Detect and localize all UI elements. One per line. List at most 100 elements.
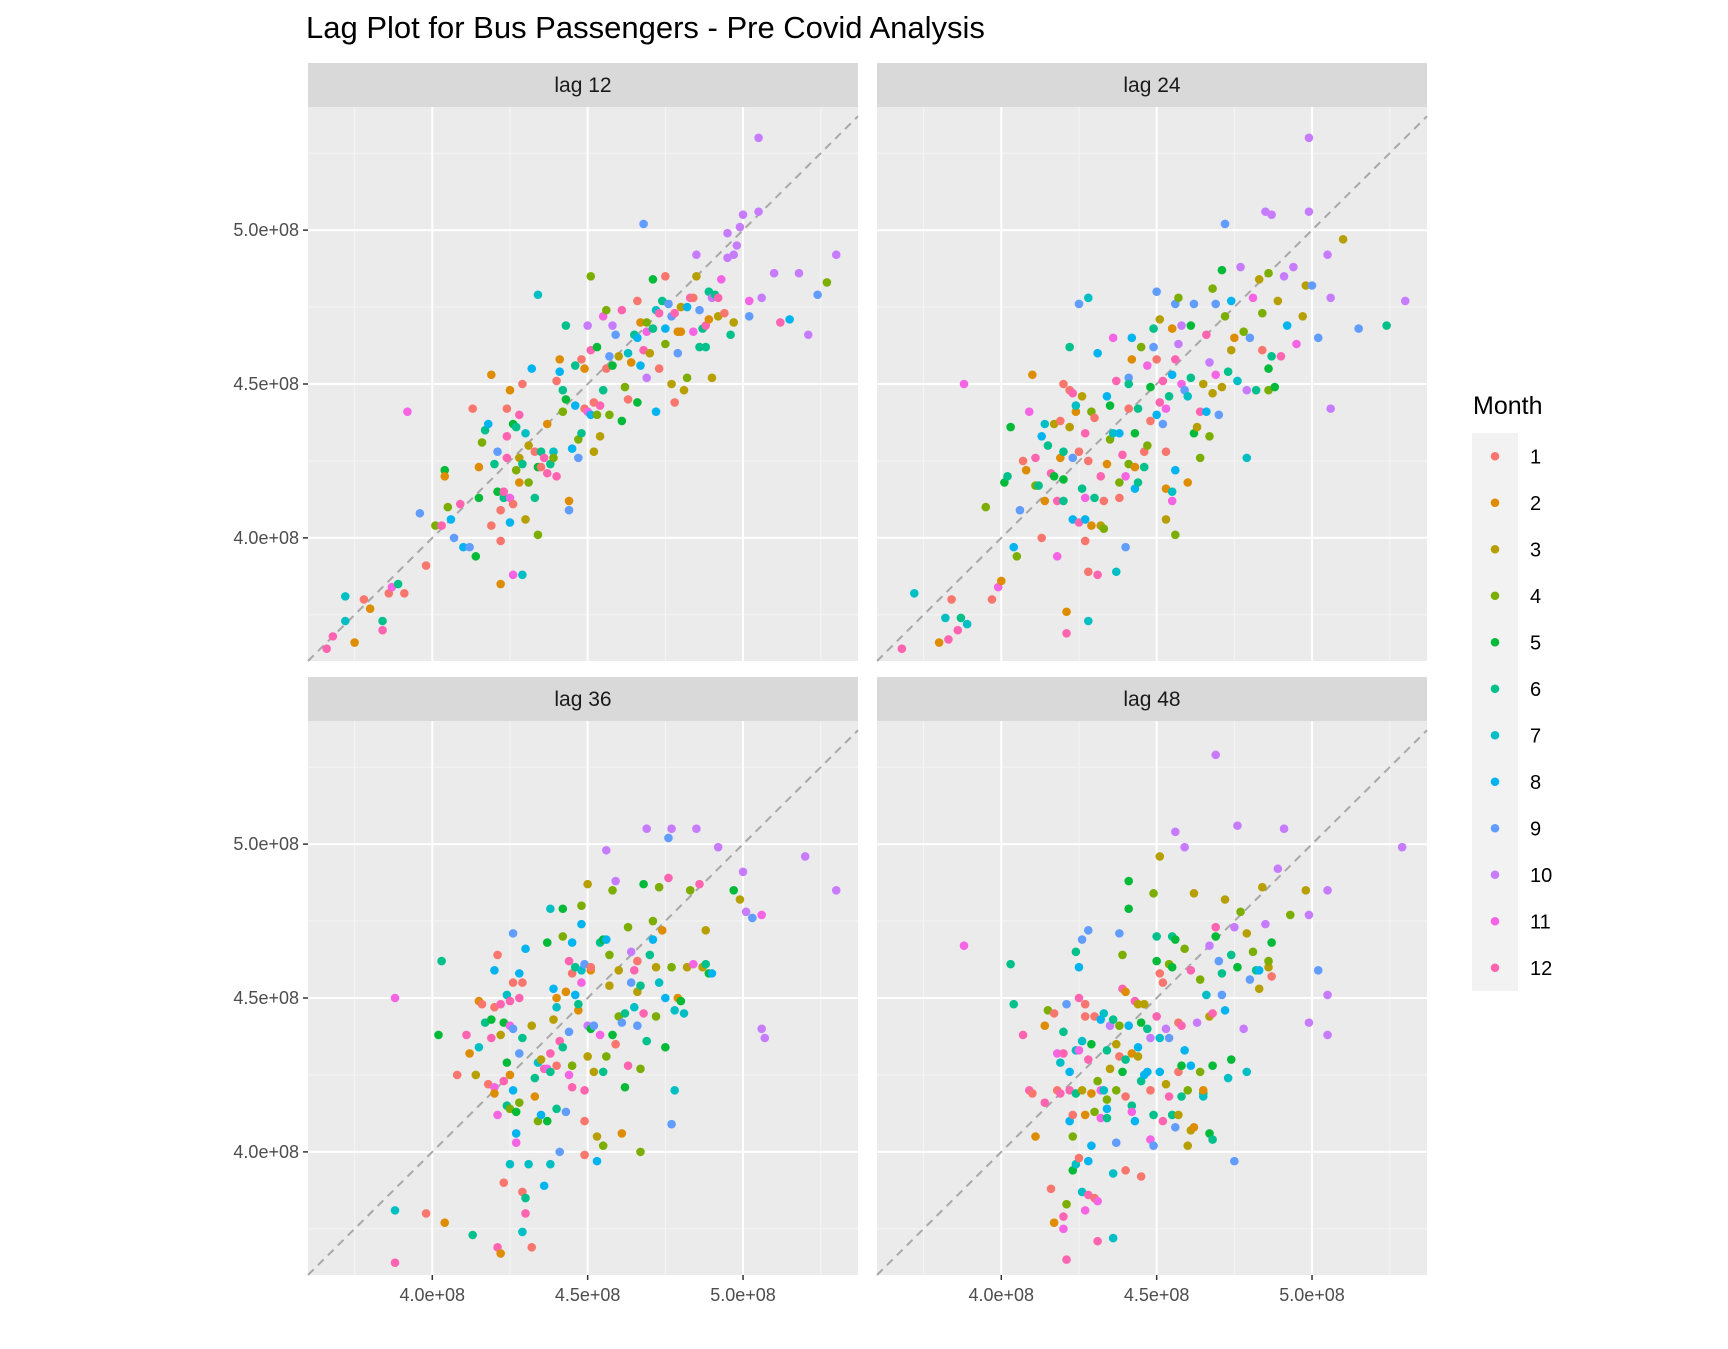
data-point (421, 561, 431, 570)
data-point (1071, 401, 1081, 410)
data-point (1102, 1095, 1112, 1104)
data-point (682, 373, 692, 383)
data-point (518, 459, 527, 469)
data-point (592, 1132, 602, 1141)
data-point (468, 404, 477, 413)
data-point (378, 625, 387, 635)
data-point (602, 935, 611, 944)
data-point (1164, 1092, 1174, 1101)
legend-key-point (1490, 823, 1500, 833)
data-point (1115, 428, 1124, 438)
data-point (1139, 999, 1149, 1009)
data-point (564, 956, 574, 966)
legend-entry: 7 (1472, 712, 1541, 759)
data-point (1080, 1206, 1090, 1215)
data-point (505, 1070, 515, 1080)
data-point (1304, 207, 1314, 216)
x-tick-label: 5.0e+08 (710, 1285, 776, 1305)
data-point (1155, 852, 1165, 861)
data-point (1124, 404, 1133, 413)
data-point (564, 1070, 574, 1080)
data-point (499, 1076, 509, 1086)
legend-entry-label: 12 (1530, 958, 1552, 980)
data-point (1239, 1024, 1248, 1034)
data-point (1171, 1122, 1180, 1132)
data-point (1096, 472, 1106, 481)
data-point (1146, 382, 1155, 392)
data-point (595, 1030, 605, 1040)
data-point (496, 536, 505, 546)
data-point (959, 379, 969, 389)
data-point (1040, 1021, 1050, 1030)
data-point (487, 521, 496, 530)
data-point (567, 1082, 577, 1092)
data-point (661, 1042, 670, 1052)
legend-key-point (1490, 451, 1500, 461)
data-point (552, 472, 561, 481)
data-point (1211, 370, 1221, 380)
data-point (1136, 1018, 1146, 1027)
data-point (1195, 1067, 1205, 1077)
data-point (620, 382, 630, 392)
data-point (633, 333, 642, 343)
data-point (1158, 1116, 1168, 1126)
data-point (570, 990, 580, 1000)
data-point (629, 966, 639, 975)
data-point (1167, 496, 1177, 506)
data-point (586, 410, 596, 420)
data-point (726, 330, 735, 340)
data-point (1043, 441, 1053, 450)
data-point (1307, 281, 1317, 290)
data-point (496, 1030, 505, 1040)
data-point (1198, 1086, 1208, 1095)
data-point (689, 327, 698, 336)
legend-entry-label: 11 (1530, 911, 1551, 933)
data-point (1248, 293, 1258, 303)
data-point (474, 1042, 484, 1052)
data-point (1059, 1027, 1068, 1037)
data-point (1220, 1006, 1230, 1015)
data-point (505, 385, 515, 395)
data-point (1152, 956, 1161, 966)
data-point (1118, 1067, 1127, 1077)
data-point (431, 521, 440, 530)
data-point (598, 1067, 608, 1077)
data-point (611, 876, 620, 886)
data-point (720, 308, 729, 318)
data-point (577, 978, 586, 987)
data-point (1214, 956, 1224, 966)
y-tick-label: 5.0e+08 (233, 220, 299, 240)
data-point (1108, 428, 1118, 438)
data-point (648, 916, 658, 926)
data-point (664, 299, 673, 309)
data-point (1152, 410, 1161, 420)
data-point (1059, 447, 1068, 457)
data-point (1258, 308, 1267, 318)
data-point (564, 505, 574, 515)
data-point (580, 1086, 589, 1095)
data-point (1121, 472, 1130, 481)
data-point (1074, 299, 1084, 309)
legend-key-point (1490, 730, 1500, 740)
data-point (744, 311, 754, 321)
data-point (1242, 929, 1252, 938)
data-point (595, 401, 605, 410)
data-point (1273, 296, 1283, 306)
data-point (514, 1049, 524, 1058)
data-point (1208, 388, 1217, 398)
data-point (1124, 1021, 1133, 1030)
data-point (555, 355, 564, 364)
data-point (1264, 962, 1273, 972)
data-point (1205, 358, 1214, 367)
data-point (527, 1021, 537, 1030)
data-point (909, 588, 919, 598)
data-point (1254, 984, 1264, 994)
data-point (1177, 321, 1186, 330)
data-point (1080, 1012, 1090, 1021)
data-point (322, 644, 331, 653)
data-point (651, 962, 661, 972)
data-point (959, 941, 969, 950)
data-point (1155, 315, 1165, 324)
data-point (465, 542, 474, 552)
data-point (1099, 1086, 1109, 1095)
